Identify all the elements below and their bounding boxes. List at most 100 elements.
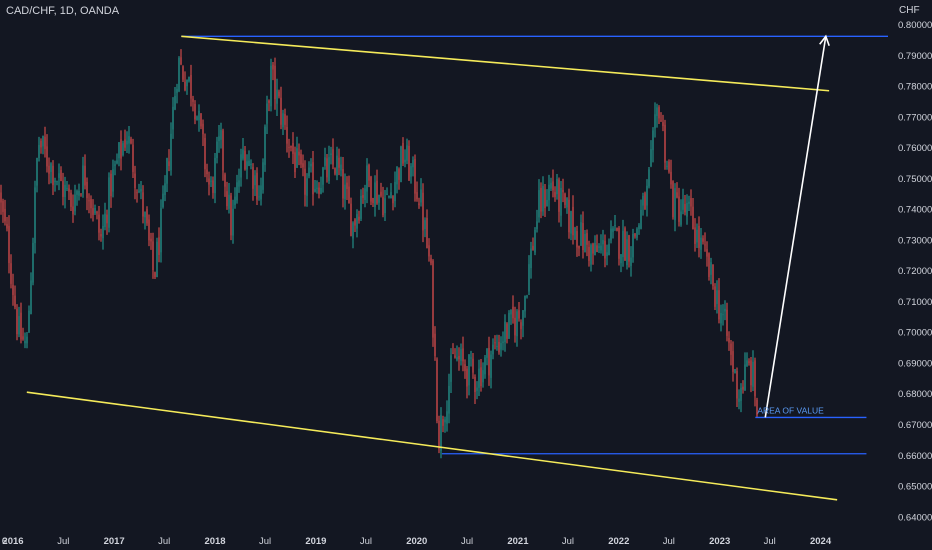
candle-body — [522, 310, 524, 326]
candle-body — [716, 290, 718, 304]
candle-body — [618, 228, 620, 259]
candle-body — [142, 192, 144, 217]
candle-body — [10, 263, 12, 284]
candle-body — [750, 360, 752, 386]
candle-body — [174, 95, 176, 110]
candle-body — [556, 178, 558, 195]
candle-body — [430, 258, 432, 264]
y-tick-label: 0.79000 — [898, 51, 932, 62]
candle-body — [398, 168, 400, 180]
candle-body — [648, 169, 650, 187]
candle-body — [314, 189, 316, 192]
candle-body — [634, 233, 636, 237]
candle-body — [524, 295, 526, 312]
candle-body — [308, 167, 310, 177]
candle-body — [592, 243, 594, 254]
currency-label: CHF — [899, 5, 920, 16]
candle-body — [232, 208, 234, 236]
candle-body — [332, 149, 334, 165]
candle-body — [48, 165, 50, 174]
candle-body — [488, 347, 490, 376]
candle-body — [476, 387, 478, 391]
candle-body — [148, 219, 150, 241]
candle-body — [414, 159, 416, 194]
candle-body — [416, 192, 418, 200]
x-tick-label: 2020 — [406, 536, 427, 547]
candle-body — [14, 295, 16, 308]
candle-body — [182, 66, 184, 80]
candle-body — [694, 227, 696, 244]
candle-body — [542, 185, 544, 212]
x-tick-label: Jul — [360, 536, 372, 547]
x-tick-label: 2019 — [305, 536, 326, 547]
candle-body — [172, 106, 174, 130]
candle-body — [630, 257, 632, 266]
candle-body — [352, 222, 354, 239]
candle-body — [34, 187, 36, 244]
candle-body — [588, 246, 590, 261]
x-tick-label: Jul — [57, 536, 69, 547]
candle-body — [718, 290, 720, 320]
x-tick-label: 2024 — [810, 536, 832, 547]
candle-body — [324, 157, 326, 166]
candle-body — [36, 158, 38, 186]
candle-body — [334, 168, 336, 174]
candle-body — [38, 145, 40, 158]
candle-body — [124, 139, 126, 148]
candle-body — [400, 146, 402, 182]
candle-body — [286, 127, 288, 144]
price-axis[interactable]: 0.80000 0.79000 0.78000 0.77000 0.76000 0.750… — [898, 20, 932, 523]
candle-body — [116, 160, 118, 164]
candle-body — [594, 242, 596, 256]
candle-body — [554, 192, 556, 197]
candle-body — [190, 74, 192, 99]
candle-body — [402, 143, 404, 164]
y-tick-label: 0.71000 — [898, 297, 932, 308]
candle-body — [672, 181, 674, 218]
candle-body — [412, 159, 414, 168]
candle-body — [668, 161, 670, 172]
candle-body — [8, 225, 10, 263]
x-tick-label: 2018 — [204, 536, 225, 547]
candle-body — [146, 209, 148, 224]
candle-body — [684, 203, 686, 213]
candle-body — [214, 157, 216, 194]
candle-body — [484, 357, 486, 375]
candle-body — [260, 185, 262, 200]
lower-channel-trendline — [26, 391, 838, 501]
candle-body — [274, 65, 276, 100]
candle-body — [500, 343, 502, 350]
y-tick-label: 0.80000 — [898, 20, 932, 31]
candle-body — [226, 191, 228, 207]
candle-body — [608, 244, 610, 255]
candle-body — [712, 264, 714, 286]
candle-body — [486, 348, 488, 358]
candle-body — [216, 141, 218, 159]
candle-body — [562, 189, 564, 193]
candle-body — [678, 196, 680, 222]
candle-body — [714, 286, 716, 307]
candle-body — [654, 114, 656, 129]
candle-body — [282, 113, 284, 128]
candle-body — [64, 184, 66, 198]
candle-body — [546, 199, 548, 207]
candle-body — [478, 368, 480, 388]
candle-body — [298, 151, 300, 156]
x-tick-label: 2016 — [2, 536, 23, 547]
candle-body — [704, 244, 706, 246]
candle-body — [604, 240, 606, 259]
candle-body — [306, 178, 308, 196]
candle-body — [150, 238, 152, 242]
candle-body — [706, 249, 708, 257]
candle-body — [194, 103, 196, 120]
y-tick-label: 0.75000 — [898, 174, 932, 185]
candle-body — [606, 252, 608, 257]
candle-body — [702, 238, 704, 242]
projection-arrow — [764, 36, 827, 418]
candle-body — [212, 180, 214, 193]
candle-body — [620, 254, 622, 264]
candle-body — [192, 98, 194, 102]
x-tick-label: 2021 — [507, 536, 529, 547]
